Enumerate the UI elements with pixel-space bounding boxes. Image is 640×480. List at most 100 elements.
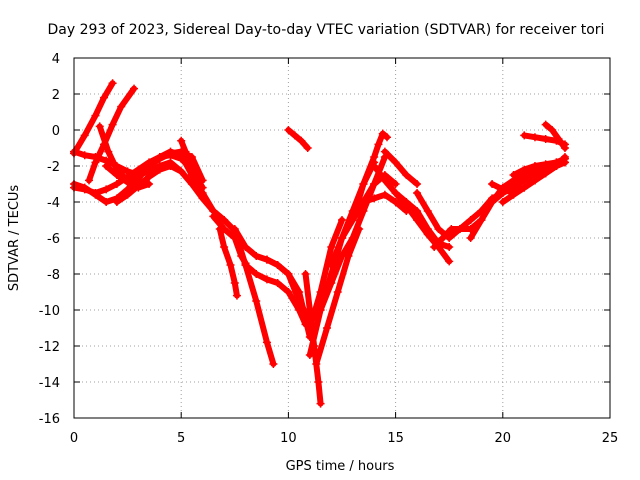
data-point (220, 216, 229, 224)
data-series (380, 147, 422, 188)
data-point (488, 180, 497, 188)
data-point (477, 207, 486, 215)
y-tick-label: -16 (39, 412, 60, 427)
data-point (509, 171, 518, 179)
data-point (252, 252, 261, 260)
data-point (391, 180, 400, 188)
data-point (102, 185, 111, 194)
data-point (284, 126, 293, 134)
data-series (70, 79, 117, 158)
data-point (520, 165, 529, 174)
y-tick-label: -2 (47, 160, 60, 175)
data-point (177, 167, 186, 176)
data-point (466, 216, 475, 224)
data-point (108, 79, 117, 88)
data-point (327, 261, 336, 269)
data-point (177, 136, 186, 145)
data-point (530, 176, 539, 185)
y-tick-label: 2 (52, 88, 60, 103)
data-point (541, 169, 550, 178)
data-series (177, 136, 196, 170)
data-point (402, 171, 411, 179)
data-point (327, 279, 336, 287)
data-point (145, 180, 154, 188)
data-point (80, 131, 89, 140)
data-point (380, 147, 389, 156)
data-point (241, 243, 250, 251)
data-series (215, 225, 241, 300)
data-point (374, 140, 383, 149)
data-point (520, 176, 529, 185)
data-point (187, 162, 196, 170)
data-point (112, 180, 121, 188)
series-track (306, 217, 345, 331)
data-point (232, 291, 241, 300)
y-tick-label: -8 (47, 268, 60, 283)
x-tick-label: 5 (177, 431, 185, 446)
data-point (305, 351, 314, 359)
data-point (466, 234, 475, 242)
data-point (226, 261, 235, 269)
data-point (327, 243, 336, 251)
data-point (314, 378, 323, 386)
data-point (520, 183, 529, 192)
data-series (509, 156, 567, 179)
data-point (312, 360, 321, 368)
data-point (181, 147, 190, 156)
data-point (237, 252, 246, 260)
data-point (509, 190, 518, 199)
data-point (383, 133, 392, 142)
data-point (155, 165, 164, 174)
data-point (273, 261, 282, 269)
data-point (220, 243, 229, 251)
data-point (145, 172, 154, 181)
data-point (348, 216, 357, 224)
data-point (166, 162, 175, 170)
data-point (209, 212, 218, 221)
data-point (558, 156, 567, 165)
data-series (359, 190, 411, 215)
data-point (112, 198, 121, 206)
data-point (391, 198, 400, 206)
data-point (134, 171, 143, 179)
data-point (284, 270, 293, 278)
data-series (284, 126, 312, 152)
data-point (198, 176, 207, 185)
data-point (434, 225, 443, 233)
data-point (104, 147, 113, 156)
data-point (423, 225, 432, 233)
series-track (285, 127, 311, 151)
y-tick-label: -10 (39, 304, 60, 319)
series-track (86, 85, 138, 184)
data-point (541, 120, 550, 129)
data-point (290, 131, 299, 140)
data-point (413, 207, 422, 215)
data-point (413, 180, 422, 188)
data-point (338, 252, 346, 260)
series-track (542, 121, 568, 151)
data-point (359, 180, 368, 188)
data-point (112, 171, 121, 179)
data-point (273, 279, 282, 287)
data-point (108, 120, 117, 129)
data-point (359, 198, 368, 206)
data-marks (70, 79, 569, 408)
data-point (100, 93, 109, 102)
x-tick-label: 0 (70, 431, 78, 446)
data-point (541, 135, 550, 143)
data-point (498, 198, 507, 206)
data-point (297, 136, 306, 145)
data-point (391, 189, 400, 197)
data-point (552, 158, 561, 167)
data-point (215, 225, 224, 233)
data-point (241, 261, 250, 269)
data-point (117, 102, 126, 111)
data-point (402, 198, 411, 206)
x-tick-label: 20 (495, 431, 512, 446)
chart-title: Day 293 of 2023, Sidereal Day-to-day VTE… (48, 22, 605, 38)
data-point (520, 131, 529, 140)
data-point (187, 171, 196, 179)
data-point (498, 185, 507, 194)
data-point (370, 162, 379, 170)
